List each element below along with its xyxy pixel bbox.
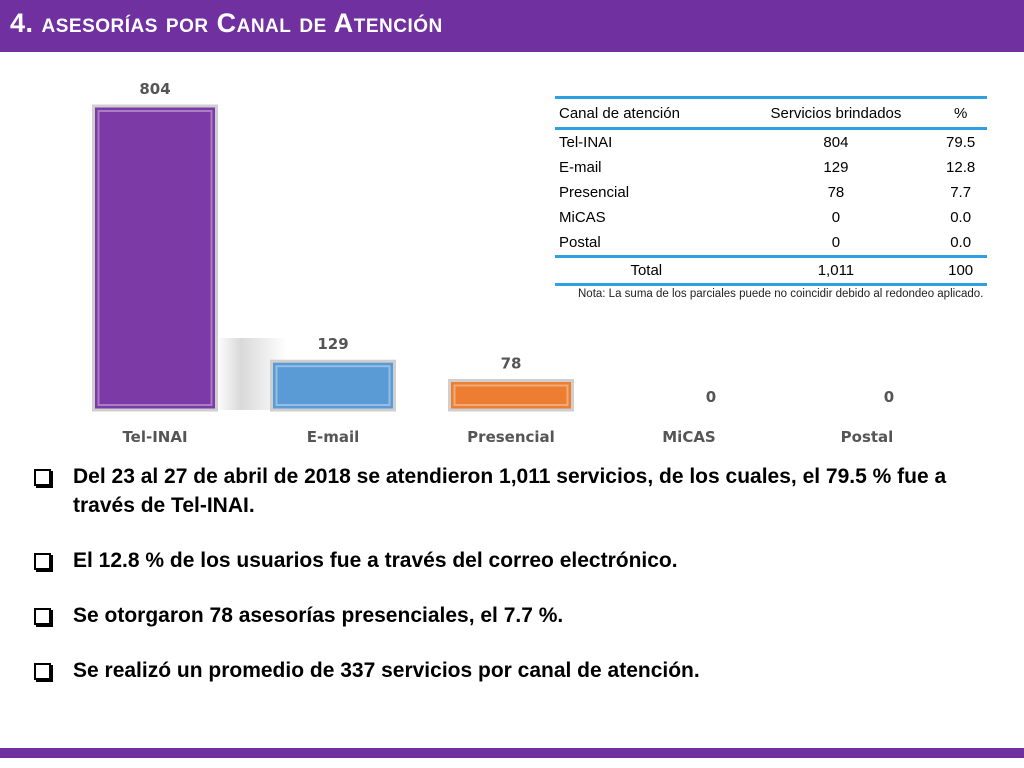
bullet-item: Se realizó un promedio de 337 servicios … [32, 656, 1007, 685]
data-label: 0 [884, 388, 894, 406]
row-percent: 0.0 [950, 234, 972, 251]
header-percent: % [953, 104, 968, 122]
x-tick-label: E-mail [307, 428, 360, 446]
row-percent: 7.7 [950, 184, 972, 201]
row-channel: MiCAS [559, 209, 606, 226]
row-percent: 0.0 [950, 209, 972, 226]
header-services: Servicios brindados [770, 104, 902, 122]
row-services: 78 [827, 184, 845, 201]
table-header-row: Canal de atención Servicios brindados % [555, 97, 987, 129]
row-services: 0 [831, 234, 841, 251]
bullet-text: Se realizó un promedio de 337 servicios … [73, 659, 700, 682]
total-label: Total [630, 262, 663, 279]
row-percent: 12.8 [946, 159, 976, 176]
checkbox-bullet-icon [34, 608, 51, 625]
bullet-item: Se otorgaron 78 asesorías presenciales, … [32, 601, 1007, 630]
table-total-row: Total 1,011 100 [555, 256, 987, 285]
table-row: Presencial 78 7.7 [555, 180, 987, 205]
bar-bevel [97, 110, 213, 406]
total-services: 1,011 [817, 262, 855, 279]
table-row: Tel-INAI 804 79.5 [555, 129, 987, 156]
data-label: 804 [139, 80, 170, 98]
table-row: Postal 0 0.0 [555, 230, 987, 257]
checkbox-bullet-icon [34, 469, 51, 486]
checkbox-bullet-icon [34, 663, 51, 680]
bullet-item: Del 23 al 27 de abril de 2018 se atendie… [32, 462, 1007, 520]
bar-e-mail [270, 359, 396, 412]
data-label: 78 [501, 355, 522, 373]
services-table: Canal de atención Servicios brindados % … [555, 96, 987, 286]
table-row: MiCAS 0 0.0 [555, 205, 987, 230]
table-note: Nota: La suma de los parciales puede no … [578, 288, 984, 300]
row-channel: E-mail [559, 159, 602, 176]
slide-title: 4. asesorías por Canal de Atención [10, 8, 443, 38]
checkbox-bullet-icon [34, 553, 51, 570]
total-percent: 100 [948, 262, 974, 279]
row-services: 129 [823, 159, 849, 176]
bar-bevel [275, 365, 391, 406]
x-tick-label: MiCAS [662, 428, 716, 446]
table-row: E-mail 129 12.8 [555, 155, 987, 180]
bullet-list: Del 23 al 27 de abril de 2018 se atendie… [32, 462, 1007, 711]
data-label: 129 [317, 335, 348, 353]
bullet-item: El 12.8 % de los usuarios fue a través d… [32, 546, 1007, 575]
row-channel: Postal [559, 234, 601, 251]
row-channel: Presencial [559, 184, 630, 201]
row-percent: 79.5 [946, 134, 976, 151]
bar-bevel [453, 384, 569, 407]
bar-chart: 804 Tel-INAI 129 E-mail 78 Presencial 0 MiCAS 0 P… [92, 80, 894, 446]
data-label: 0 [706, 388, 716, 406]
row-channel: Tel-INAI [559, 134, 613, 151]
bullet-text: Del 23 al 27 de abril de 2018 se atendie… [73, 465, 947, 517]
header-channel: Canal de atención [559, 104, 680, 122]
bar-tel-inai [92, 104, 218, 412]
bullet-text: El 12.8 % de los usuarios fue a través d… [73, 549, 678, 572]
x-tick-label: Postal [841, 428, 894, 446]
title-bar: 4. asesorías por Canal de Atención [0, 0, 1024, 52]
row-services: 0 [831, 209, 841, 226]
bottom-bar [0, 748, 1024, 758]
x-tick-label: Presencial [467, 428, 555, 446]
x-tick-label: Tel-INAI [122, 428, 187, 446]
bullet-text: Se otorgaron 78 asesorías presenciales, … [73, 604, 564, 627]
row-services: 804 [823, 134, 849, 151]
bar-presencial [448, 379, 574, 412]
